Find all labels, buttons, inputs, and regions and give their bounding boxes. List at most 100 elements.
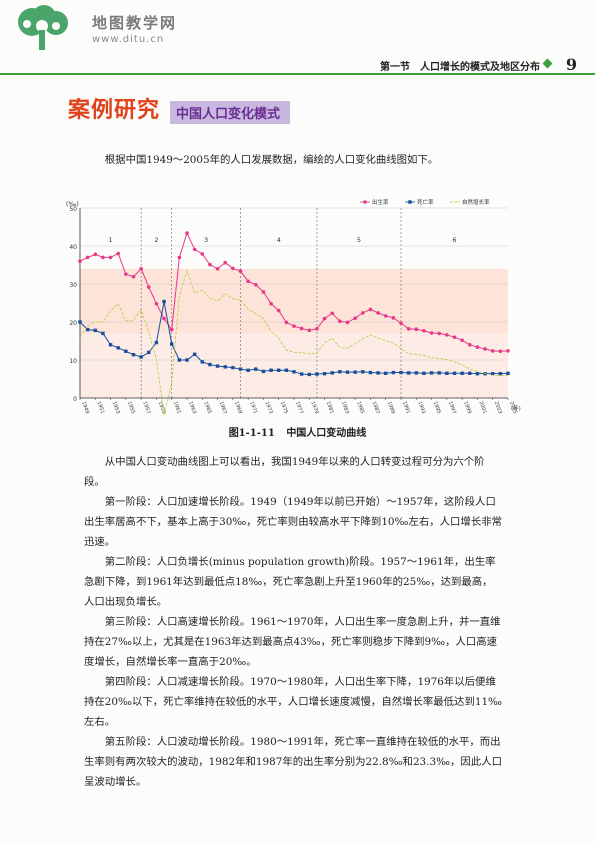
tree-logo-icon xyxy=(18,5,68,50)
death-rate-point xyxy=(322,371,327,376)
death-rate-point xyxy=(368,370,373,375)
series-line-3 xyxy=(79,269,508,416)
y-axis-label: (‰) xyxy=(66,201,79,208)
birth-rate-point xyxy=(78,259,82,263)
birth-rate-point xyxy=(437,331,442,336)
x-tick-label: 1999 xyxy=(462,401,472,415)
plot-band-lower xyxy=(80,333,508,398)
x-tick-label: 1949 xyxy=(80,401,90,415)
birth-rate-point xyxy=(483,347,487,351)
death-rate-point xyxy=(185,358,189,362)
x-tick-label: 1963 xyxy=(187,401,197,415)
birth-rate-point xyxy=(360,311,365,315)
death-rate-point xyxy=(299,372,304,376)
x-tick-label: 1957 xyxy=(141,401,151,415)
legend-label: 自然增长率 xyxy=(462,198,490,206)
x-tick-label: 1987 xyxy=(371,401,381,415)
x-tick-label: 1951 xyxy=(95,401,105,415)
birth-rate-point xyxy=(276,308,281,313)
death-rate-point xyxy=(162,299,166,304)
death-rate-point xyxy=(292,370,296,374)
death-rate-point xyxy=(192,352,197,356)
birth-rate-point xyxy=(169,327,174,332)
death-rate-point xyxy=(361,370,365,374)
death-rate-point xyxy=(422,371,426,375)
y-tick-label: 10 xyxy=(69,358,77,365)
birth-rate-point xyxy=(246,279,250,284)
death-rate-point xyxy=(491,371,495,376)
death-rate-point xyxy=(154,340,159,345)
death-rate-point xyxy=(131,352,136,357)
death-rate-point xyxy=(124,349,128,353)
birth-rate-point xyxy=(307,328,312,333)
birth-rate-point xyxy=(215,267,220,271)
birth-rate-point xyxy=(85,255,90,260)
death-rate-point xyxy=(231,365,235,370)
y-tick-label: 50 xyxy=(69,206,77,213)
birth-rate-point xyxy=(185,231,189,235)
x-tick-label: 1975 xyxy=(279,401,289,415)
legend-label: 死亡率 xyxy=(417,198,434,206)
birth-rate-point xyxy=(208,262,212,267)
x-tick-label: 1991 xyxy=(401,401,411,415)
death-rate-point xyxy=(498,371,503,376)
death-rate-point xyxy=(208,362,212,367)
x-tick-label: 1953 xyxy=(111,401,121,415)
legend-label: 出生率 xyxy=(372,198,389,206)
death-rate-point xyxy=(460,371,464,375)
stage-label: 4 xyxy=(277,236,281,244)
birth-rate-point xyxy=(399,321,403,325)
death-rate-point xyxy=(475,371,480,376)
birth-rate-point xyxy=(368,307,373,312)
stage-label: 2 xyxy=(154,236,158,244)
birth-rate-point xyxy=(269,301,273,306)
x-tick-label: 1977 xyxy=(294,401,304,415)
birth-rate-point xyxy=(231,266,235,271)
death-rate-point xyxy=(353,370,357,374)
birth-rate-point xyxy=(490,349,495,353)
birth-rate-point xyxy=(124,272,128,276)
death-rate-point xyxy=(376,371,380,375)
death-rate-point xyxy=(93,328,97,333)
paragraph-3: 第二阶段：人口负增长(minus population growth)阶段。19… xyxy=(84,556,496,608)
death-rate-point xyxy=(116,346,120,350)
page-number: 9 xyxy=(565,55,577,74)
birth-rate-point xyxy=(299,326,304,331)
birth-rate-point xyxy=(330,311,335,316)
death-rate-point xyxy=(85,327,90,332)
birth-rate-point xyxy=(338,319,342,324)
figure-number: 图1-1-11 xyxy=(228,428,275,439)
intro-paragraph: 根据中国1949～2005年的人口发展数据，编绘的人口变化曲线图如下。 xyxy=(104,154,439,166)
birth-rate-point xyxy=(452,335,457,339)
birth-rate-point xyxy=(284,320,289,325)
birth-rate-point xyxy=(253,282,258,287)
x-tick-label: 1995 xyxy=(432,401,442,415)
diamond-icon xyxy=(542,58,553,69)
birth-rate-point xyxy=(406,327,411,331)
death-rate-point xyxy=(277,368,281,372)
birth-rate-point xyxy=(162,316,166,321)
x-tick-label: 1993 xyxy=(416,401,426,415)
death-rate-point xyxy=(468,371,472,375)
x-tick-label: 1961 xyxy=(172,401,182,415)
death-rate-point xyxy=(284,368,289,372)
death-rate-point xyxy=(330,371,334,375)
section-heading: 第一节 人口增长的模式及地区分布 xyxy=(380,62,540,73)
death-rate-point xyxy=(101,331,105,336)
x-tick-label: 1971 xyxy=(248,401,258,415)
figure-title: 中国人口变动曲线 xyxy=(286,428,367,439)
x-tick-label: 1997 xyxy=(447,401,457,415)
death-rate-point xyxy=(200,360,204,364)
death-rate-point xyxy=(215,364,220,368)
death-rate-point xyxy=(391,370,396,375)
birth-rate-point xyxy=(353,316,357,320)
birth-rate-point xyxy=(422,328,426,333)
birth-rate-point xyxy=(101,255,105,260)
death-rate-point xyxy=(307,372,311,377)
case-study-subtitle: 中国人口变化模式 xyxy=(170,101,291,124)
x-tick-label: 2001 xyxy=(478,401,488,415)
death-rate-point xyxy=(452,371,457,375)
birth-rate-point xyxy=(292,324,296,328)
death-rate-point xyxy=(108,343,113,347)
paragraph-6: 第五阶段：人口波动增长阶段。1980～1991年，死亡率一直维持在较低的水平，而… xyxy=(84,736,502,788)
